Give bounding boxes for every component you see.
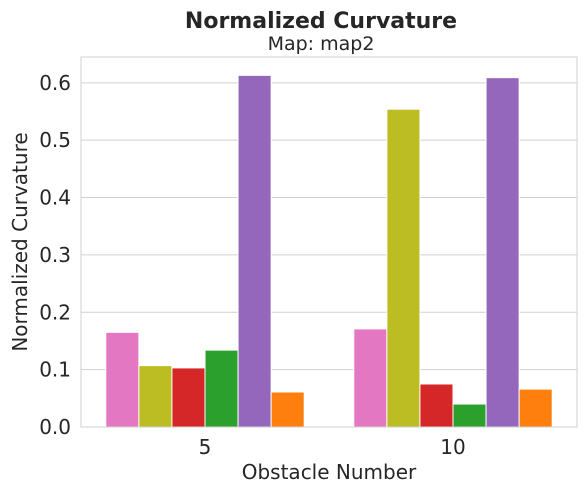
x-tick-label: 10 <box>440 435 465 459</box>
bar <box>171 367 206 428</box>
y-tick-label: 0.5 <box>39 128 71 152</box>
x-tick-label: 5 <box>199 435 212 459</box>
bar <box>237 74 272 428</box>
bars <box>105 74 553 428</box>
y-tick-label: 0.1 <box>39 358 71 382</box>
y-tick-label: 0.0 <box>39 415 71 439</box>
x-axis-label: Obstacle Number <box>242 460 417 484</box>
bar <box>518 388 553 428</box>
chart-subtitle: Map: map2 <box>268 33 375 55</box>
bar <box>270 391 305 428</box>
y-axis-label: Normalized Curvature <box>8 132 32 351</box>
bar <box>419 383 454 428</box>
chart-title: Normalized Curvature <box>185 9 457 34</box>
x-tick-labels: 5 10 <box>199 435 466 459</box>
bar <box>452 403 487 428</box>
bar <box>138 365 173 428</box>
bar <box>353 328 388 428</box>
y-tick-labels: 0.0 0.1 0.2 0.3 0.4 0.5 0.6 <box>39 71 71 439</box>
bar <box>485 77 520 428</box>
y-tick-label: 0.2 <box>39 300 71 324</box>
bar <box>386 108 421 428</box>
bar <box>204 349 239 428</box>
y-tick-label: 0.4 <box>39 186 71 210</box>
bar <box>105 331 140 428</box>
plot-frame <box>80 56 578 428</box>
y-tick-label: 0.3 <box>39 243 71 267</box>
y-tick-label: 0.6 <box>39 71 71 95</box>
